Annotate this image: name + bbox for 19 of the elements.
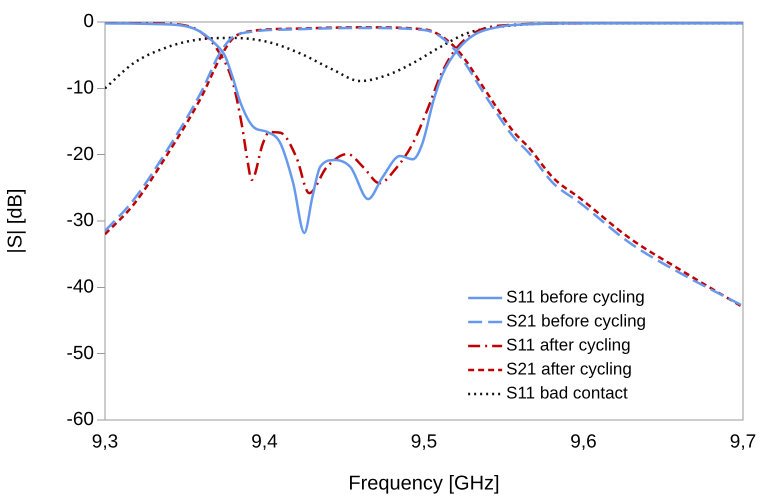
y-tick-label: -40 [66, 276, 94, 298]
legend-label: S11 after cycling [506, 336, 631, 355]
x-tick-label: 9,6 [570, 432, 597, 453]
legend-label: S21 before cycling [506, 312, 646, 331]
legend-label: S21 after cycling [506, 360, 632, 379]
y-tick-label: 0 [83, 11, 94, 32]
y-tick-label: -20 [66, 144, 94, 165]
y-tick-label: -60 [66, 409, 94, 430]
x-tick-label: 9,7 [730, 432, 756, 453]
y-tick-label: -50 [66, 342, 94, 364]
x-tick-label: 9,3 [92, 432, 118, 453]
legend-label: S11 before cycling [506, 288, 645, 307]
y-tick-label: -30 [66, 210, 94, 232]
legend-label: S11 bad contact [506, 384, 628, 403]
x-tick-label: 9,4 [251, 432, 278, 453]
x-tick-label: 9,5 [410, 432, 438, 453]
y-tick-label: -10 [66, 78, 94, 99]
y-axis-title: |S| [dB] [4, 188, 27, 254]
x-axis-title: Frequency [GHz] [348, 472, 500, 495]
